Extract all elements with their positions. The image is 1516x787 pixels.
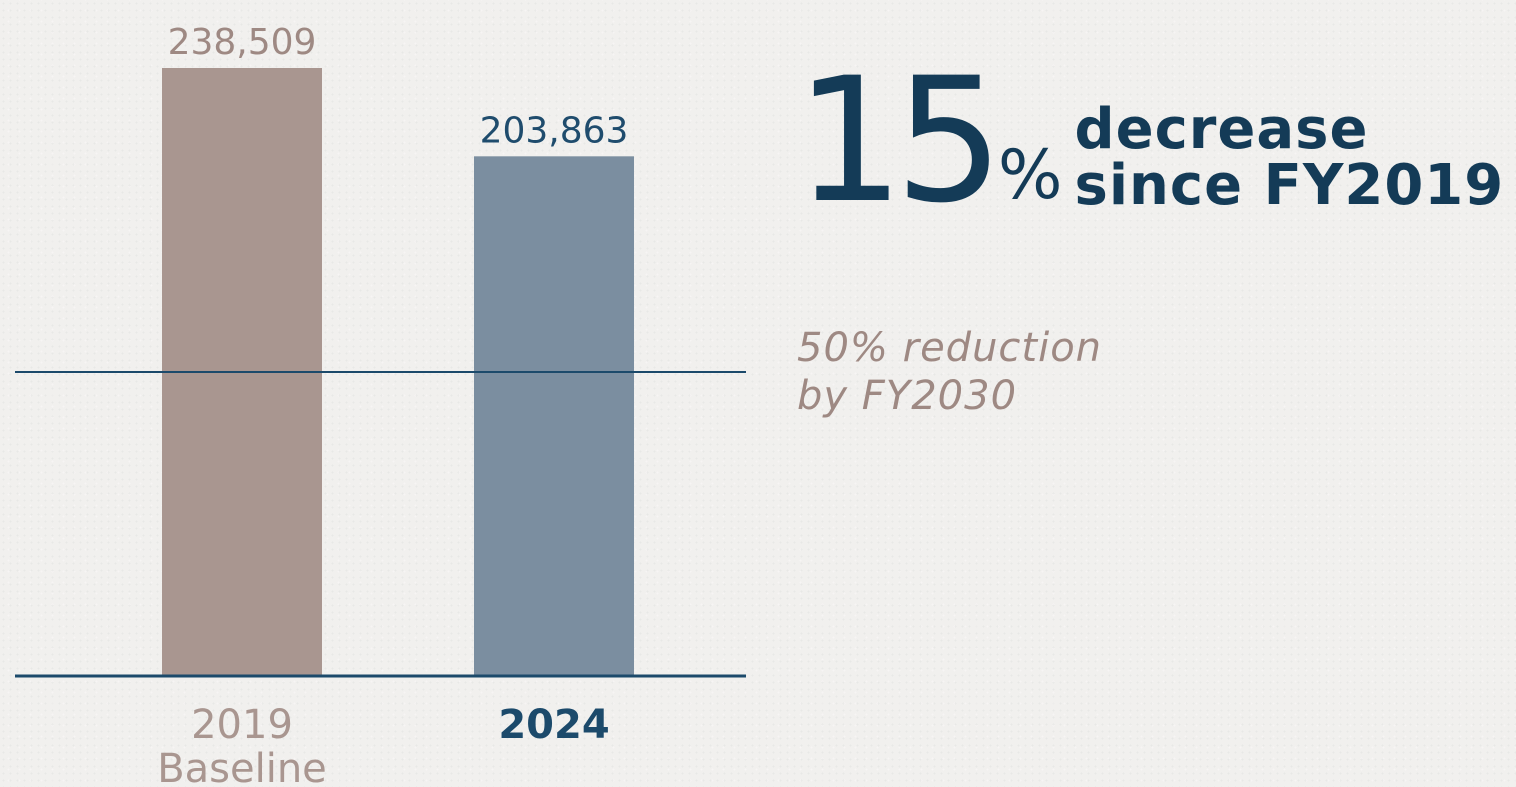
headline-text-line2: since FY2019 [1074, 153, 1505, 218]
target-note-line1: 50% reduction [797, 325, 1103, 371]
headline-text-line1: decrease [1074, 97, 1369, 162]
headline: 15 % decrease since FY2019 [795, 40, 1505, 241]
bar-value-label-1: 203,863 [480, 110, 629, 151]
bar-1 [474, 156, 634, 676]
category-label-0-line2: Baseline [157, 746, 327, 787]
bar-value-label-0: 238,509 [168, 22, 317, 63]
headline-percent-number: 15 [795, 40, 1004, 241]
headline-percent-sign: % [997, 136, 1063, 215]
category-label-1-line1: 2024 [498, 702, 609, 748]
target-note: 50% reduction by FY2030 [797, 324, 1102, 420]
headline-text: decrease since FY2019 [1075, 102, 1505, 214]
category-label-0-line1: 2019 [191, 702, 293, 748]
target-note-line2: by FY2030 [797, 373, 1018, 419]
